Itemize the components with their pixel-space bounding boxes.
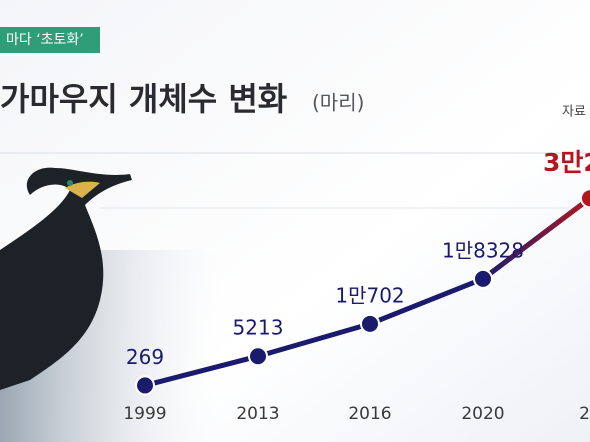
- x-tick-label: 2013: [236, 404, 279, 424]
- source: 자료: [562, 105, 586, 120]
- point: [580, 188, 590, 209]
- value-label: 1만8328: [442, 238, 524, 262]
- value-label: 269: [126, 345, 164, 369]
- tag-background: [0, 27, 100, 53]
- x-tick-label: 2016: [348, 404, 391, 424]
- cormorant: [0, 167, 132, 390]
- point: [473, 268, 493, 289]
- line-highlight: [481, 196, 590, 281]
- chart-title: 가마우지 개체수 변화: [0, 80, 287, 118]
- value-label: 5213: [233, 316, 284, 340]
- point: [360, 313, 380, 334]
- x-tick-label: 1999: [123, 404, 166, 424]
- point: [248, 346, 268, 367]
- x-tick-label: 20: [579, 404, 590, 424]
- point: [135, 375, 155, 396]
- tag: 마다 ‘초토화’: [6, 32, 84, 48]
- subtitle: (마리): [312, 91, 364, 115]
- value-label: 1만702: [335, 283, 404, 307]
- value-label: 3만2: [543, 148, 590, 177]
- x-tick-label: 2020: [461, 404, 504, 424]
